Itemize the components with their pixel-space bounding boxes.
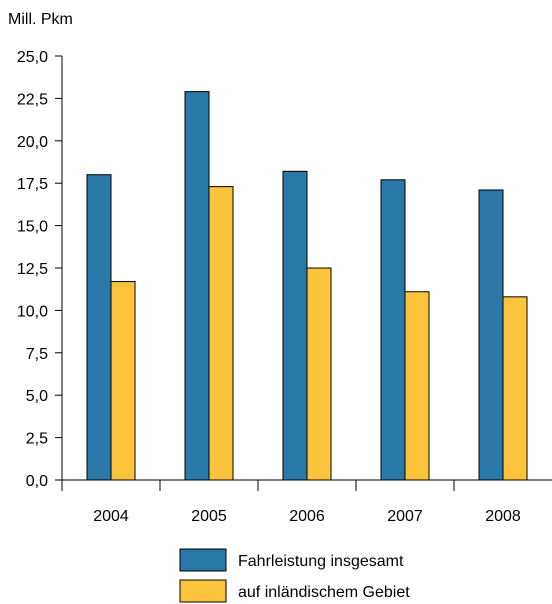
legend: Fahrleistung insgesamt auf inländischem …	[179, 548, 410, 603]
y-tick-label: 7,5	[26, 346, 48, 363]
legend-swatch-fahrleistung	[179, 548, 227, 572]
bar-inland-2006	[306, 267, 332, 481]
legend-swatch-inland	[179, 579, 227, 603]
legend-label-fahrleistung: Fahrleistung insgesamt	[238, 553, 404, 570]
x-tick-label: 2007	[387, 508, 423, 525]
x-tick-label: 2006	[289, 508, 325, 525]
bar-fahrleistung-2006	[282, 170, 308, 481]
y-tick-label: 12,5	[17, 261, 48, 278]
y-tick-label: 0,0	[26, 473, 48, 490]
bar-inland-2005	[208, 186, 234, 481]
x-axis-ticks: 2004 2005 2006 2007 2008	[61, 480, 521, 525]
legend-label-inland: auf inländischem Gebiet	[238, 584, 410, 601]
y-tick-label: 10,0	[17, 303, 48, 320]
y-tick-label: 17,5	[17, 176, 48, 193]
bars	[86, 91, 528, 481]
y-tick-label: 22,5	[17, 91, 48, 108]
y-tick-label: 25,0	[17, 49, 48, 66]
bar-inland-2008	[502, 296, 528, 481]
bar-fahrleistung-2007	[380, 179, 406, 481]
y-tick-label: 20,0	[17, 134, 48, 151]
x-tick-label: 2004	[93, 508, 129, 525]
bar-fahrleistung-2008	[478, 189, 504, 481]
y-tick-label: 5,0	[26, 388, 48, 405]
y-axis-label: Mill. Pkm	[8, 11, 73, 28]
bar-fahrleistung-2005	[184, 91, 210, 481]
bar-inland-2007	[404, 291, 430, 481]
y-tick-label: 15,0	[17, 219, 48, 236]
y-axis-ticks: 0,0 2,5 5,0 7,5 10,0 12,5 15,0 17,5 20,0 22,5 25,0	[17, 49, 62, 490]
bar-fahrleistung-2004	[86, 174, 112, 481]
x-tick-label: 2005	[191, 508, 227, 525]
bar-inland-2004	[110, 281, 136, 481]
x-tick-label: 2008	[485, 508, 521, 525]
y-tick-label: 2,5	[26, 431, 48, 448]
